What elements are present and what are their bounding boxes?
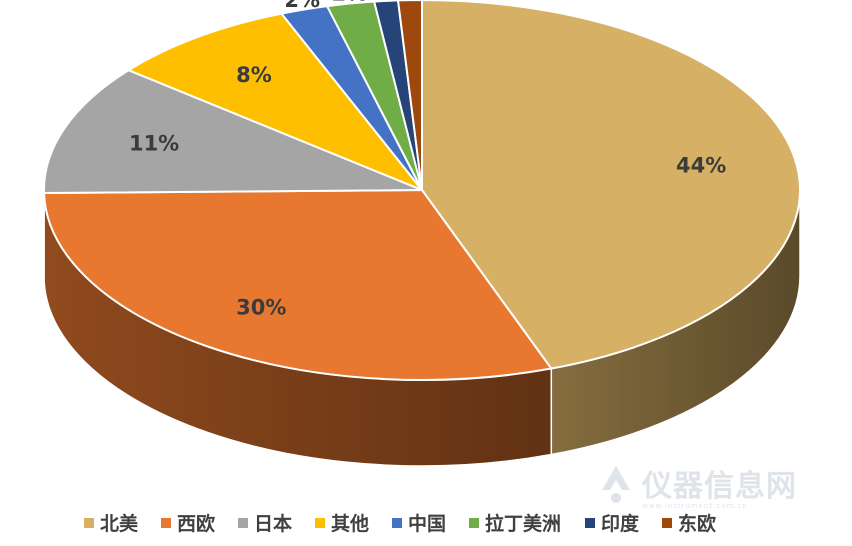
legend-item: 东欧 (662, 512, 716, 535)
data-label: 2% (331, 0, 367, 6)
legend-swatch (392, 518, 402, 528)
legend-item: 印度 (585, 512, 640, 535)
legend-item: 其他 (315, 512, 369, 535)
legend-swatch (469, 518, 479, 528)
watermark-logo-icon (602, 466, 630, 503)
data-label: 30% (236, 295, 286, 319)
pie-top-faces (43, 0, 801, 381)
legend-swatch (662, 518, 672, 528)
legend-label: 其他 (331, 512, 369, 535)
pie-data-labels: 44%30%11%8%2%2%1%1% (129, 0, 726, 319)
legend-swatch (238, 518, 248, 528)
legend-item: 中国 (392, 512, 446, 535)
data-label: 44% (676, 153, 726, 177)
legend-item: 北美 (84, 512, 139, 535)
legend-label: 东欧 (678, 512, 716, 535)
legend-item: 拉丁美洲 (469, 512, 561, 535)
pie-slice-2 (43, 69, 423, 195)
data-label: 1% (368, 0, 404, 3)
data-label: 2% (284, 0, 320, 12)
legend: 北美 西欧 日本 其他 中国 拉丁美洲 印度 东欧 (84, 512, 716, 535)
legend-swatch (585, 518, 595, 528)
pie-slice-0 (421, 0, 801, 370)
legend-swatch (84, 518, 94, 528)
legend-label: 西欧 (177, 512, 215, 535)
legend-item: 西欧 (161, 512, 215, 535)
legend-swatch (315, 518, 325, 528)
legend-label: 中国 (408, 512, 446, 535)
pie-slice-7 (396, 0, 423, 191)
data-label: 11% (129, 131, 179, 155)
legend-label: 拉丁美洲 (485, 512, 561, 535)
legend-label: 北美 (100, 512, 139, 535)
watermark-subtext: www.instrument.com.cn (642, 502, 748, 510)
data-label: 1% (392, 0, 428, 2)
data-label: 8% (236, 63, 272, 87)
watermark: 仪器信息网 www.instrument.com.cn (602, 466, 797, 510)
pie-slice-3 (126, 12, 426, 193)
watermark-text: 仪器信息网 (641, 469, 797, 504)
legend-swatch (161, 518, 171, 528)
legend-label: 日本 (254, 512, 292, 535)
pie-slice-1 (43, 188, 554, 381)
legend-item: 日本 (238, 512, 292, 535)
legend-label: 印度 (601, 512, 640, 535)
